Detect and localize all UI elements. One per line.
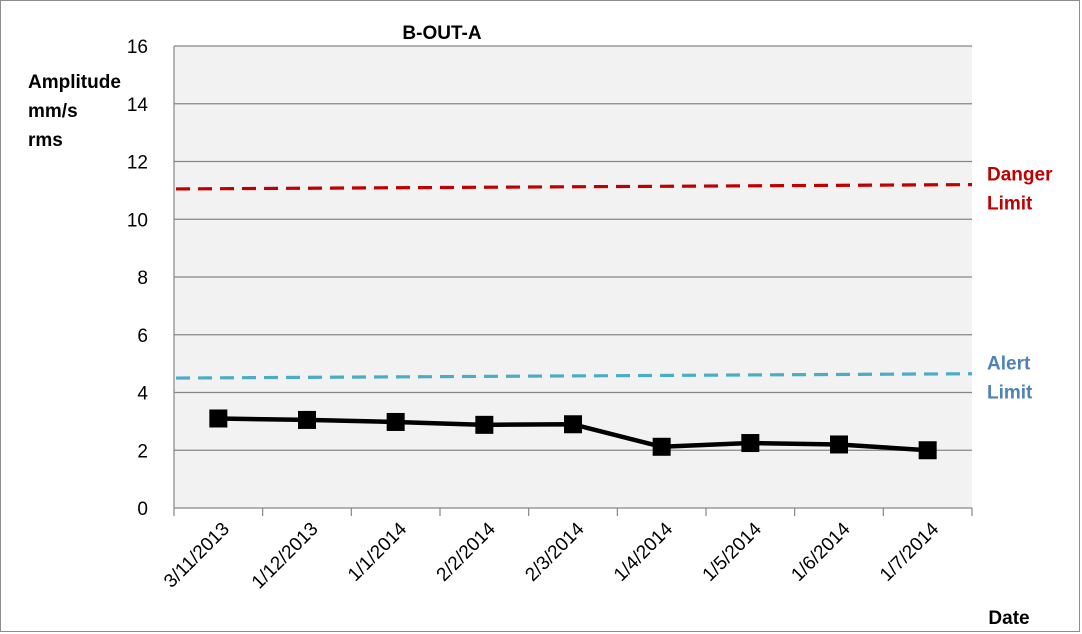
y-tick-label: 4 [137, 384, 148, 405]
x-axis: 3/11/2013 1/12/2013 1/1/2014 2/2/2014 2/3/20… [160, 507, 973, 594]
data-point-marker [741, 434, 760, 453]
y-tick-label: 0 [137, 499, 148, 520]
limit-lines: Danger Limit Alert Limit [175, 165, 1053, 404]
x-tick-label: 2/3/2014 [521, 518, 588, 585]
data-series [209, 409, 937, 460]
chart-title: B-OUT-A [402, 23, 481, 44]
data-point-marker [830, 435, 848, 454]
data-point-marker [475, 415, 494, 434]
data-point-marker [298, 410, 316, 429]
limit-line [175, 372, 973, 380]
data-point-marker [652, 437, 671, 456]
data-point-marker [386, 412, 405, 431]
gridlines [173, 45, 972, 508]
y-axis-label: Amplitude mm/s rms [28, 72, 121, 151]
y-tick-label: 2 [137, 441, 148, 462]
x-tick-label: 1/4/2014 [610, 518, 677, 585]
x-tick-label: 3/11/2013 [160, 519, 234, 593]
y-axis-label-text: Amplitude mm/s rms [28, 72, 121, 151]
x-tick-label: 2/2/2014 [433, 518, 500, 585]
x-tick-label: 1/1/2014 [344, 518, 411, 585]
y-tick-label: 16 [127, 37, 148, 58]
y-tick-label: 10 [127, 210, 148, 231]
y-tick-label: 14 [127, 95, 149, 116]
data-point-marker [918, 441, 937, 460]
data-point-marker [564, 415, 582, 434]
x-tick-label: 1/12/2013 [248, 519, 323, 594]
x-tick-label: 1/7/2014 [876, 518, 943, 585]
y-tick-label: 12 [127, 153, 148, 174]
data-point-marker [209, 409, 228, 428]
y-axis-ticks: 0 2 4 6 8 10 12 14 16 [127, 37, 149, 520]
x-axis-label: Date [988, 608, 1029, 629]
y-tick-label: 8 [137, 268, 148, 289]
limit-line [175, 183, 973, 191]
limit-label: Danger Limit [987, 165, 1053, 215]
y-tick-label: 6 [137, 326, 148, 347]
x-tick-label: 1/6/2014 [787, 518, 854, 585]
x-tick-label: 1/5/2014 [699, 518, 766, 585]
limit-label: Alert Limit [987, 354, 1033, 404]
